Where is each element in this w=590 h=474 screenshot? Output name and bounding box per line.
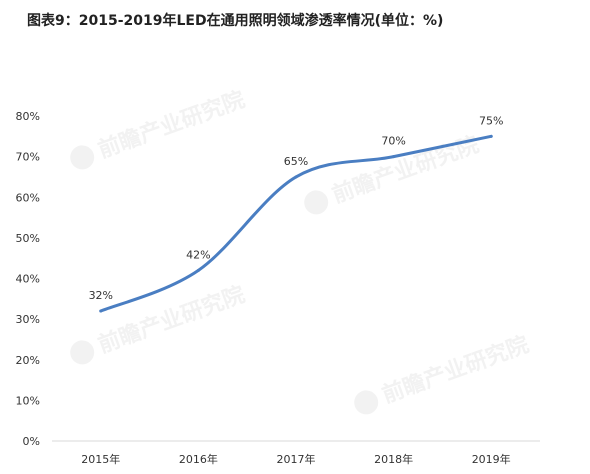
data-label: 32% — [89, 289, 113, 302]
data-label: 42% — [186, 248, 210, 261]
watermark-logo-icon — [354, 390, 379, 415]
data-point — [489, 134, 493, 138]
chart-data-labels: 32% 42% 65% 70% 75% — [89, 114, 504, 302]
y-tick-label: 0% — [23, 435, 40, 448]
chart-axes: 0% 10% 20% 30% 40% 50% 60% 70% 80% 2015年 2016年 2017… — [16, 110, 540, 466]
data-point — [99, 309, 103, 313]
chart-title: 图表9：2015-2019年LED在通用照明领域渗透率情况(单位：%) — [27, 13, 444, 29]
x-tick-label: 2016年 — [179, 452, 218, 466]
watermark-logo-icon — [70, 340, 95, 365]
data-label: 65% — [284, 155, 308, 168]
y-tick-label: 30% — [16, 313, 40, 326]
x-tick-label: 2019年 — [472, 452, 511, 466]
watermark: 前瞻产业研究院 — [354, 331, 533, 415]
y-tick-label: 10% — [16, 394, 40, 407]
data-label: 70% — [381, 135, 405, 148]
data-label: 75% — [479, 114, 503, 127]
watermark-text: 前瞻产业研究院 — [95, 86, 249, 163]
x-tick-label: 2015年 — [81, 452, 120, 466]
data-point — [392, 155, 396, 159]
x-tick-label: 2017年 — [277, 452, 316, 466]
watermark-logo-icon — [304, 190, 329, 215]
y-tick-label: 70% — [16, 151, 40, 164]
watermark-logo-icon — [70, 145, 95, 170]
x-tick-label: 2018年 — [374, 452, 413, 466]
y-tick-label: 80% — [16, 110, 40, 123]
watermark-text: 前瞻产业研究院 — [379, 331, 533, 408]
data-point — [294, 175, 298, 179]
watermark-text: 前瞻产业研究院 — [95, 281, 249, 358]
watermark: 前瞻产业研究院 — [70, 86, 249, 170]
y-tick-label: 20% — [16, 354, 40, 367]
y-tick-label: 50% — [16, 232, 40, 245]
y-tick-label: 60% — [16, 191, 40, 204]
data-point — [196, 268, 200, 272]
y-tick-label: 40% — [16, 273, 40, 286]
chart-series — [99, 134, 493, 313]
